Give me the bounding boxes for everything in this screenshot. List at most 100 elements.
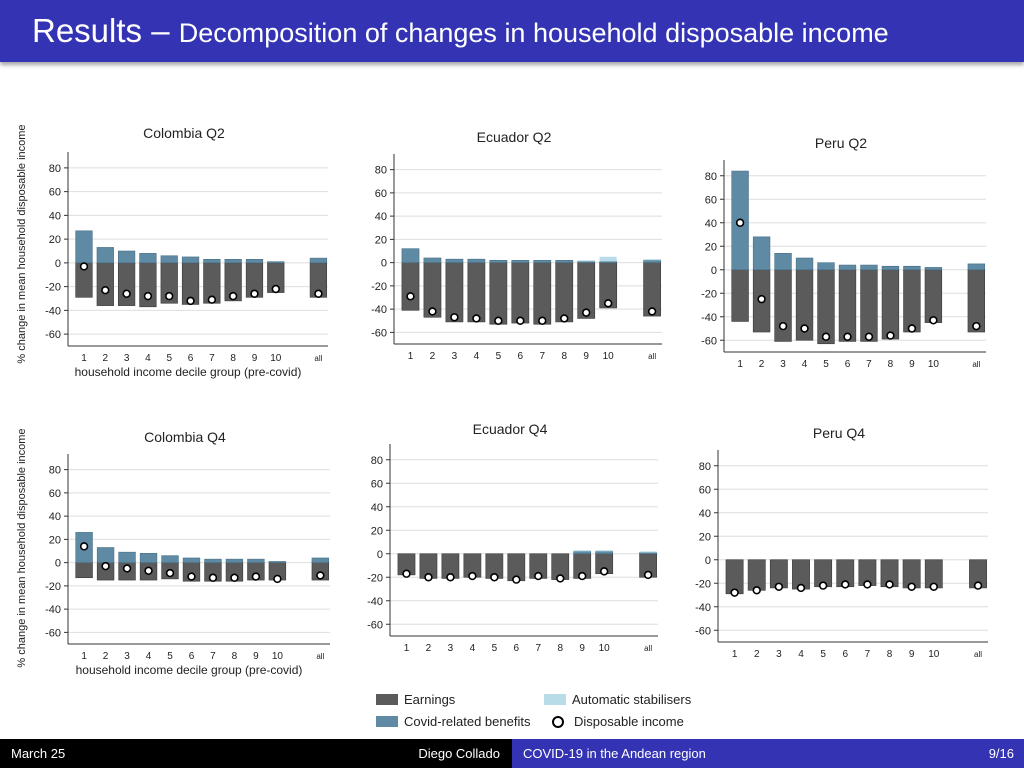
marker-disposable-income bbox=[250, 289, 259, 298]
bar-covid-benefits bbox=[467, 258, 486, 263]
footer-author: Diego Collado bbox=[418, 746, 500, 761]
bar-covid-benefits bbox=[573, 551, 592, 555]
y-tick-label: -20 bbox=[367, 572, 383, 584]
x-tick-label: all bbox=[644, 644, 652, 653]
bar-earnings bbox=[924, 269, 943, 323]
bar-earnings bbox=[838, 269, 857, 342]
bar-covid-benefits bbox=[577, 261, 596, 263]
x-tick-label: 5 bbox=[823, 359, 829, 370]
marker-disposable-income bbox=[230, 573, 239, 582]
y-tick-label: 0 bbox=[55, 558, 61, 570]
x-tick-label: 10 bbox=[272, 651, 284, 662]
marker-disposable-income bbox=[800, 324, 809, 333]
y-tick-label: 0 bbox=[705, 555, 711, 567]
x-tick-label: 2 bbox=[103, 353, 109, 364]
marker-disposable-income bbox=[165, 291, 174, 301]
x-axis-label: household income decile group (pre-covid… bbox=[75, 365, 302, 379]
x-tick-label: 6 bbox=[189, 651, 195, 662]
y-tick-label: 0 bbox=[381, 258, 387, 270]
slide-title: Results – Decomposition of changes in ho… bbox=[32, 12, 889, 50]
disposable-marker-icon bbox=[552, 715, 564, 728]
chart-title: Peru Q4 bbox=[813, 425, 865, 441]
x-tick-label: 5 bbox=[492, 643, 498, 654]
x-tick-label: 6 bbox=[842, 649, 848, 660]
x-tick-label: 9 bbox=[583, 351, 589, 362]
marker-disposable-income bbox=[582, 308, 591, 317]
bar-covid-benefits bbox=[489, 260, 508, 263]
x-tick-label: 8 bbox=[888, 359, 894, 370]
marker-disposable-income bbox=[973, 581, 983, 590]
y-tick-label: 60 bbox=[371, 478, 383, 490]
marker-disposable-income bbox=[79, 262, 89, 271]
chart-title: Colombia Q2 bbox=[143, 125, 225, 141]
y-tick-label: 80 bbox=[49, 163, 61, 175]
marker-disposable-income bbox=[494, 316, 503, 325]
marker-disposable-income bbox=[316, 571, 325, 580]
y-tick-label: -20 bbox=[371, 281, 387, 293]
marker-disposable-income bbox=[516, 316, 525, 325]
x-tick-label: 2 bbox=[426, 643, 432, 654]
covid-swatch bbox=[376, 716, 398, 727]
footer-page-number: 9/16 bbox=[988, 746, 1014, 761]
marker-disposable-income bbox=[647, 307, 657, 316]
x-tick-label: 7 bbox=[535, 643, 541, 654]
x-tick-label: 1 bbox=[81, 651, 87, 662]
slide-header: Results – Decomposition of changes in ho… bbox=[0, 0, 1024, 62]
marker-disposable-income bbox=[187, 572, 196, 581]
x-tick-label: 2 bbox=[759, 359, 765, 370]
chart-colombia-q4: Colombia Q4 80 60 40 20 0 -20 -40 -60 1 2 3 4 5 6 7 8 9 10… bbox=[45, 429, 330, 677]
x-tick-label: all bbox=[314, 354, 322, 363]
marker-disposable-income bbox=[450, 313, 459, 322]
x-tick-label: 8 bbox=[557, 643, 563, 654]
y-tick-label: 20 bbox=[49, 234, 61, 246]
y-tick-label: 20 bbox=[699, 531, 711, 543]
x-tick-label: 4 bbox=[474, 351, 480, 362]
y-tick-label: 40 bbox=[705, 218, 717, 230]
x-tick-label: 8 bbox=[232, 651, 238, 662]
marker-disposable-income bbox=[643, 570, 653, 580]
marker-disposable-income bbox=[885, 580, 894, 589]
x-tick-label: 3 bbox=[452, 351, 458, 362]
marker-disposable-income bbox=[512, 575, 521, 584]
x-tick-label: all bbox=[972, 360, 980, 369]
marker-disposable-income bbox=[143, 291, 153, 301]
y-tick-label: -40 bbox=[371, 304, 387, 316]
bar-covid-benefits bbox=[182, 557, 201, 563]
x-tick-label: 9 bbox=[252, 353, 258, 364]
bar-covid-benefits bbox=[75, 230, 93, 264]
marker-disposable-income bbox=[101, 285, 110, 295]
bar-covid-benefits bbox=[795, 257, 814, 271]
bar-covid-benefits bbox=[247, 558, 265, 563]
bar-earnings bbox=[75, 562, 93, 579]
bar-auto-stabilisers bbox=[639, 551, 657, 553]
y-tick-label: 80 bbox=[375, 165, 387, 177]
marker-disposable-income bbox=[929, 582, 938, 591]
y-tick-label: 40 bbox=[699, 508, 711, 520]
x-tick-label: 9 bbox=[909, 649, 915, 660]
bar-covid-benefits bbox=[181, 256, 200, 264]
x-tick-label: 10 bbox=[603, 351, 615, 362]
bar-earnings bbox=[555, 262, 574, 323]
y-tick-label: 80 bbox=[699, 461, 711, 473]
marker-disposable-income bbox=[472, 314, 481, 323]
bar-covid-benefits bbox=[309, 257, 328, 264]
x-tick-label: 10 bbox=[599, 643, 611, 654]
bar-covid-benefits bbox=[639, 552, 657, 555]
x-tick-label: 5 bbox=[496, 351, 502, 362]
bar-earnings bbox=[401, 262, 420, 311]
marker-disposable-income bbox=[560, 314, 569, 323]
bar-earnings bbox=[117, 262, 136, 306]
y-tick-label: -60 bbox=[45, 329, 61, 341]
x-tick-label: all bbox=[648, 352, 656, 361]
marker-disposable-income bbox=[821, 332, 831, 341]
marker-disposable-income bbox=[907, 582, 916, 591]
chart-colombia-q2: Colombia Q2 80 60 40 20 0 -20 -40 -60 1 2 3 4 5 6 7 8 9 10… bbox=[45, 125, 328, 379]
auto-swatch bbox=[544, 694, 566, 705]
bar-auto-stabilisers bbox=[577, 260, 595, 262]
y-tick-label: 40 bbox=[49, 511, 61, 523]
x-tick-label: 1 bbox=[737, 359, 743, 370]
marker-disposable-income bbox=[841, 580, 850, 589]
legend-covid: Covid-related benefits bbox=[376, 714, 530, 729]
bar-covid-benefits bbox=[533, 260, 552, 263]
y-tick-label: 80 bbox=[49, 465, 61, 477]
